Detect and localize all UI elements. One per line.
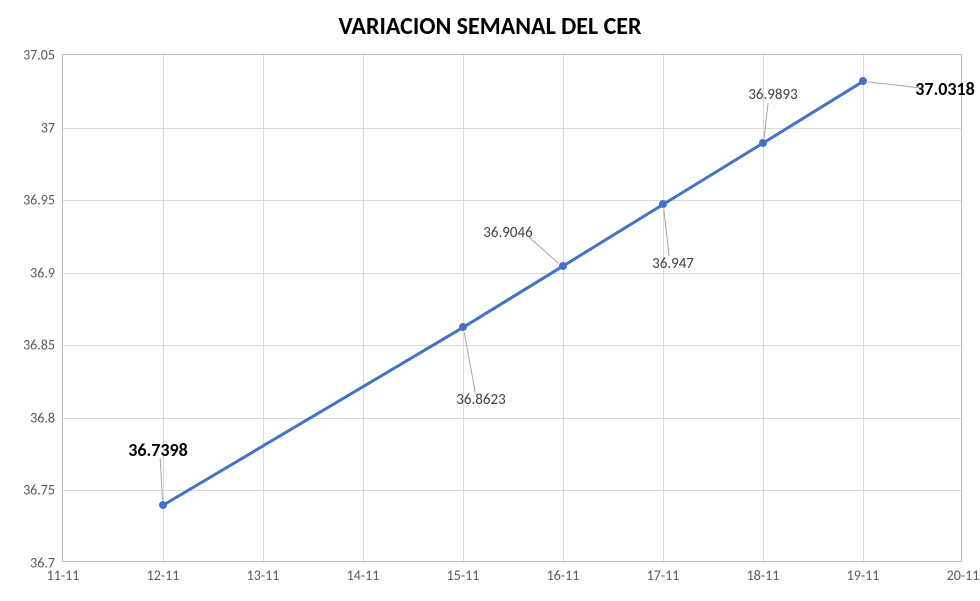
x-axis-label: 16-11	[547, 567, 580, 584]
leader-lines	[63, 55, 980, 563]
data-label: 36.9893	[748, 86, 797, 104]
data-label: 36.9046	[483, 224, 532, 242]
chart-title: VARIACION SEMANAL DEL CER	[0, 12, 980, 41]
x-axis-label: 17-11	[647, 567, 680, 584]
x-axis-label: 15-11	[447, 567, 480, 584]
plot-area: 36.736.7536.836.8536.936.953737.0511-111…	[62, 54, 962, 562]
x-axis-label: 11-11	[47, 567, 80, 584]
x-axis-label: 13-11	[247, 567, 280, 584]
data-label: 36.947	[652, 255, 694, 273]
x-axis-label: 20-11	[947, 567, 980, 584]
y-axis-label: 36.75	[23, 482, 55, 499]
data-label-endpoint: 37.0318	[915, 78, 975, 100]
y-axis-label: 37	[41, 119, 55, 136]
x-axis-label: 19-11	[847, 567, 880, 584]
chart-container: VARIACION SEMANAL DEL CER 36.736.7536.83…	[0, 0, 980, 601]
data-label-endpoint: 36.7398	[128, 439, 188, 461]
y-axis-label: 37.05	[23, 47, 55, 64]
x-axis-label: 14-11	[347, 567, 380, 584]
y-axis-label: 36.9	[30, 264, 55, 281]
y-axis-label: 36.85	[23, 337, 55, 354]
x-axis-label: 12-11	[147, 567, 180, 584]
y-axis-label: 36.95	[23, 192, 55, 209]
x-axis-label: 18-11	[747, 567, 780, 584]
y-axis-label: 36.8	[30, 409, 55, 426]
data-label: 36.8623	[456, 391, 505, 409]
